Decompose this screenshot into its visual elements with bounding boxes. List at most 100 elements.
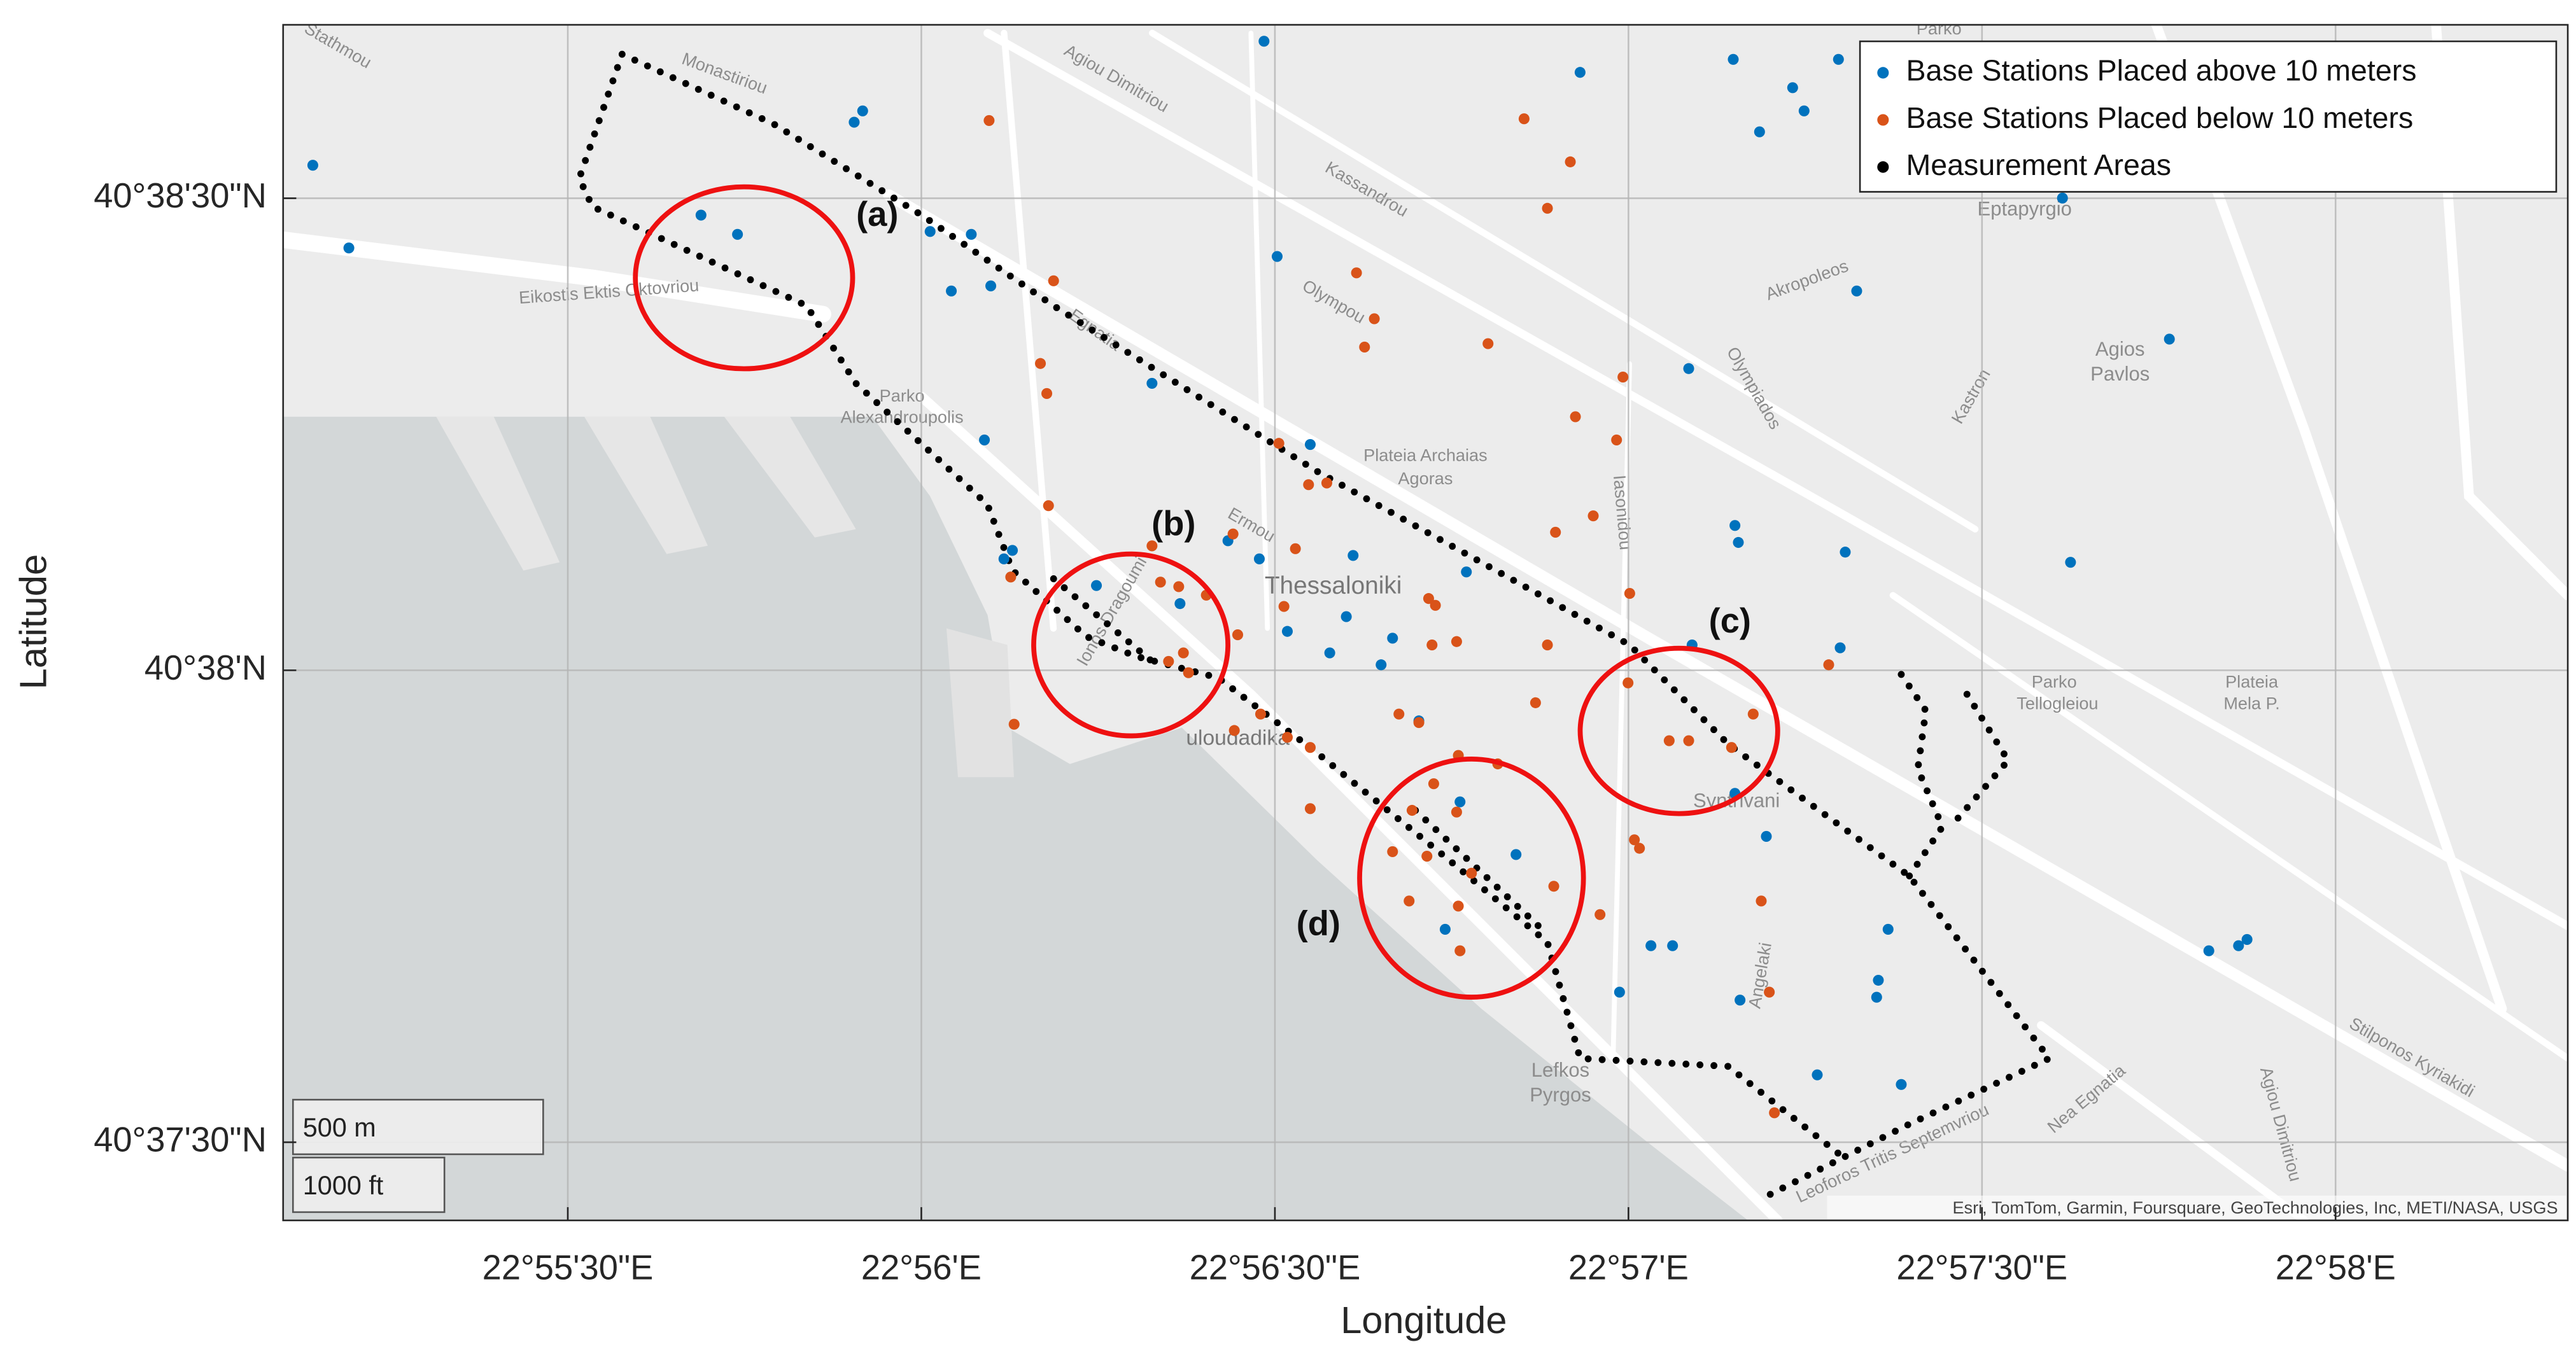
base-station xyxy=(1728,53,1739,65)
base-station xyxy=(1281,732,1293,743)
marks xyxy=(307,36,2253,1203)
base-station xyxy=(1043,500,1054,512)
map-label: Parko xyxy=(1917,18,1962,38)
highlight-ellipse xyxy=(1031,551,1230,739)
base-station xyxy=(1729,520,1741,531)
base-station xyxy=(1232,629,1244,641)
base-station xyxy=(1634,842,1645,854)
scale-bar xyxy=(292,1098,544,1156)
base-station xyxy=(1348,550,1359,561)
base-station xyxy=(1761,830,1772,842)
base-station xyxy=(1341,611,1352,622)
base-station xyxy=(1833,53,1844,65)
base-station xyxy=(1007,545,1018,556)
map-label: Tellogleiou xyxy=(2016,693,2098,713)
base-station xyxy=(1163,655,1174,667)
base-station xyxy=(1840,547,1851,558)
map-label: Agios xyxy=(2095,338,2145,360)
base-station xyxy=(1726,742,1737,753)
base-station xyxy=(1278,601,1290,612)
base-station xyxy=(1146,377,1158,389)
legend-marker xyxy=(1877,161,1889,173)
legend-box xyxy=(1859,40,2558,193)
legend-label: Measurement Areas xyxy=(1906,148,2171,181)
legend-marker xyxy=(1877,114,1889,126)
base-station xyxy=(1798,105,1810,116)
x-axis-label: Longitude xyxy=(1341,1299,1507,1341)
base-station xyxy=(1146,540,1158,552)
base-station xyxy=(1090,580,1102,591)
base-station xyxy=(1421,851,1433,862)
base-station xyxy=(1518,113,1530,125)
x-tick-label: 22°55'30"E xyxy=(482,1248,654,1287)
base-station xyxy=(1255,708,1267,720)
base-station xyxy=(1482,338,1494,349)
base-station xyxy=(985,280,997,291)
base-station xyxy=(1453,900,1464,912)
annotation: (b) xyxy=(1151,504,1195,543)
base-station xyxy=(1735,995,1746,1006)
base-station xyxy=(857,105,868,116)
base-station xyxy=(1787,82,1798,94)
map-label: Pyrgos xyxy=(1530,1084,1591,1106)
base-station xyxy=(1570,411,1581,423)
base-station xyxy=(307,160,318,171)
base-station xyxy=(1439,923,1451,935)
map-label: Pavlos xyxy=(2090,363,2150,385)
base-station xyxy=(1451,636,1462,647)
base-station xyxy=(1454,945,1466,956)
base-station xyxy=(1005,571,1017,583)
map-label: Lefkos xyxy=(1531,1059,1589,1081)
annotation: (d) xyxy=(1297,904,1341,943)
map-label: Parko xyxy=(2032,671,2077,691)
legend-marker xyxy=(1877,67,1889,79)
base-station xyxy=(695,209,707,221)
annotation: (a) xyxy=(856,195,898,234)
base-station xyxy=(1587,510,1599,522)
x-tick-label: 22°56'30"E xyxy=(1190,1248,1361,1287)
base-station xyxy=(979,434,990,445)
grid xyxy=(283,24,2568,1220)
base-station xyxy=(1823,659,1834,671)
base-station xyxy=(1530,697,1541,708)
base-station xyxy=(1155,577,1166,588)
base-station xyxy=(1228,725,1240,736)
base-station xyxy=(1812,1069,1823,1080)
base-station xyxy=(1624,588,1635,599)
map-label: Mela P. xyxy=(2223,693,2279,713)
base-station xyxy=(1882,923,1894,935)
legend-label: Base Stations Placed above 10 meters xyxy=(1906,54,2417,87)
base-station xyxy=(966,228,977,240)
base-station xyxy=(1667,940,1679,951)
base-station xyxy=(1178,647,1189,659)
annotations xyxy=(633,184,1780,1000)
attribution: Esri, TomTom, Garmin, Foursquare, GeoTec… xyxy=(1952,1198,2558,1217)
base-station xyxy=(1645,940,1657,951)
base-station xyxy=(1617,372,1629,383)
scale-bar xyxy=(292,1156,446,1213)
base-station xyxy=(1290,543,1301,554)
base-station xyxy=(1594,909,1606,920)
base-station xyxy=(1387,846,1398,858)
base-station xyxy=(1550,526,1561,538)
base-station xyxy=(1769,1107,1780,1119)
base-station xyxy=(1183,667,1194,678)
y-tick-label: 40°37'30"N xyxy=(94,1120,267,1159)
base-station xyxy=(924,226,936,237)
base-station xyxy=(1548,881,1559,892)
y-tick-label: 40°38'30"N xyxy=(94,176,267,215)
highlight-ellipse xyxy=(1357,756,1586,1000)
base-station xyxy=(1281,626,1293,637)
y-axis-label: Latitude xyxy=(12,554,55,690)
base-station xyxy=(1227,528,1239,540)
base-station xyxy=(1683,735,1694,746)
base-station xyxy=(1611,434,1622,445)
base-station xyxy=(2241,933,2253,946)
scale-label: 500 m xyxy=(303,1112,376,1142)
map-label: Agoras xyxy=(1398,468,1453,488)
base-station xyxy=(1369,313,1380,325)
base-station xyxy=(1896,1079,1907,1090)
legend-label: Base Stations Placed below 10 meters xyxy=(1906,101,2414,134)
base-station xyxy=(848,116,860,128)
